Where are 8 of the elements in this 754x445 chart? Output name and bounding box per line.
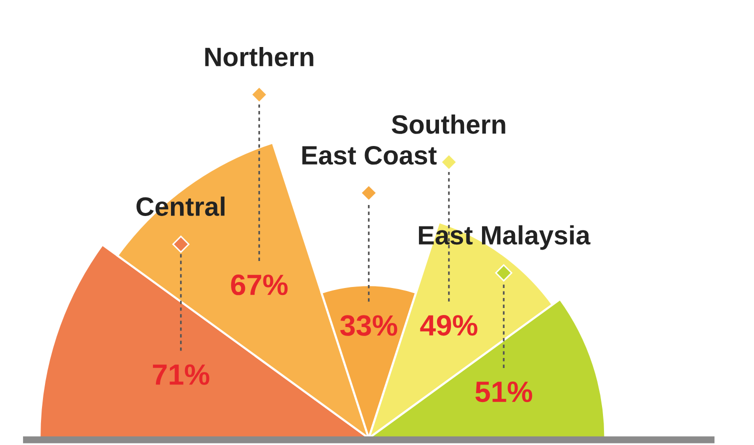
category-label: Northern <box>205 46 314 66</box>
category-label: East Coast <box>302 146 437 165</box>
data-label: 71% <box>152 364 210 385</box>
data-label: 49% <box>420 315 478 336</box>
data-label: 67% <box>231 274 288 296</box>
data-label: 51% <box>475 382 532 402</box>
category-label: Southern <box>392 114 506 134</box>
data-label: 33% <box>340 315 398 336</box>
